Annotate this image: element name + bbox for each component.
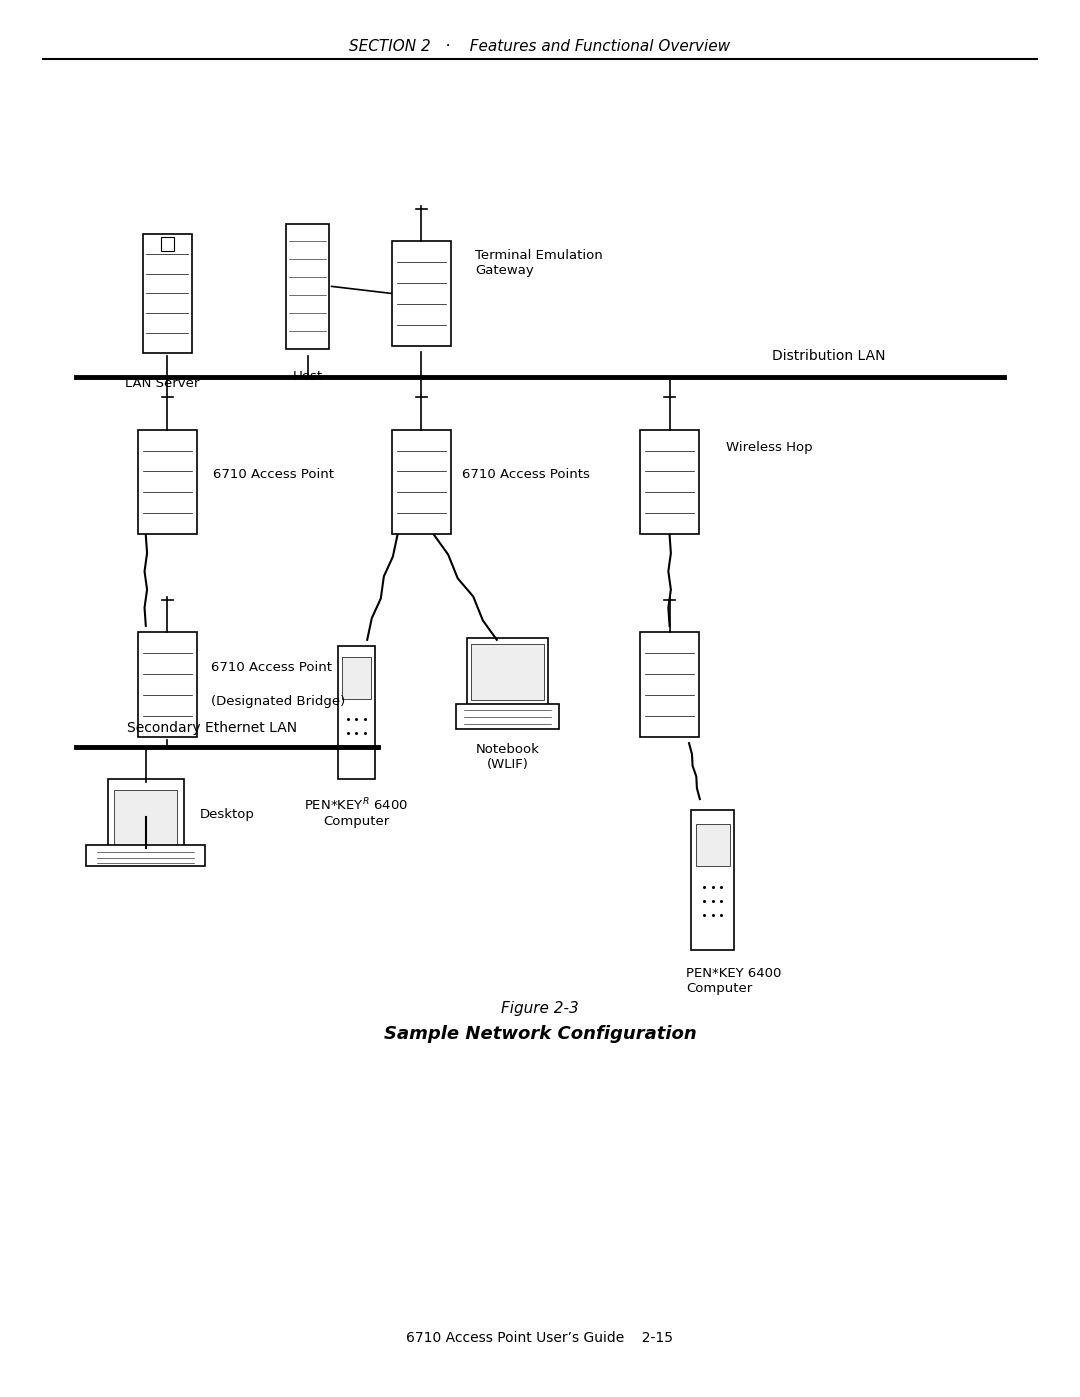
Bar	[472, 644, 544, 700]
Bar	[337, 645, 376, 780]
Text: Host: Host	[293, 370, 323, 383]
Text: (Designated Bridge): (Designated Bridge)	[211, 694, 345, 708]
Text: Notebook
(WLIF): Notebook (WLIF)	[475, 743, 540, 771]
Bar	[639, 430, 700, 534]
Text: 6710 Access Point: 6710 Access Point	[213, 468, 334, 482]
Text: PEN*KEY$^R$ 6400
Computer: PEN*KEY$^R$ 6400 Computer	[305, 796, 408, 828]
Bar	[138, 631, 197, 738]
Bar	[161, 237, 174, 251]
Bar	[286, 224, 329, 349]
Bar	[696, 824, 730, 866]
Text: PEN*KEY 6400
Computer: PEN*KEY 6400 Computer	[686, 967, 781, 995]
Text: 6710 Access Point: 6710 Access Point	[211, 661, 332, 675]
Bar	[108, 780, 184, 855]
Text: Distribution LAN: Distribution LAN	[772, 349, 886, 363]
Bar	[341, 657, 372, 698]
Text: Sample Network Configuration: Sample Network Configuration	[383, 1025, 697, 1042]
Bar	[456, 704, 559, 729]
Text: Desktop: Desktop	[200, 807, 255, 821]
Bar	[391, 242, 451, 345]
Text: Wireless Hop: Wireless Hop	[726, 440, 812, 454]
Text: 6710 Access Points: 6710 Access Points	[462, 468, 590, 482]
Bar	[114, 791, 177, 847]
Bar	[138, 430, 197, 534]
Bar	[691, 810, 734, 950]
Text: SECTION 2   ·    Features and Functional Overview: SECTION 2 · Features and Functional Over…	[350, 39, 730, 54]
Text: 6710 Access Point User’s Guide    2-15: 6710 Access Point User’s Guide 2-15	[406, 1331, 674, 1345]
Text: Figure 2-3: Figure 2-3	[501, 1002, 579, 1016]
Bar	[86, 845, 205, 866]
Text: Secondary Ethernet LAN: Secondary Ethernet LAN	[127, 721, 298, 735]
Text: LAN Server: LAN Server	[125, 377, 199, 390]
Bar	[468, 638, 549, 705]
Bar	[391, 430, 451, 534]
Bar	[143, 233, 192, 352]
Bar	[639, 631, 700, 738]
Text: Terminal Emulation
Gateway: Terminal Emulation Gateway	[475, 249, 603, 277]
